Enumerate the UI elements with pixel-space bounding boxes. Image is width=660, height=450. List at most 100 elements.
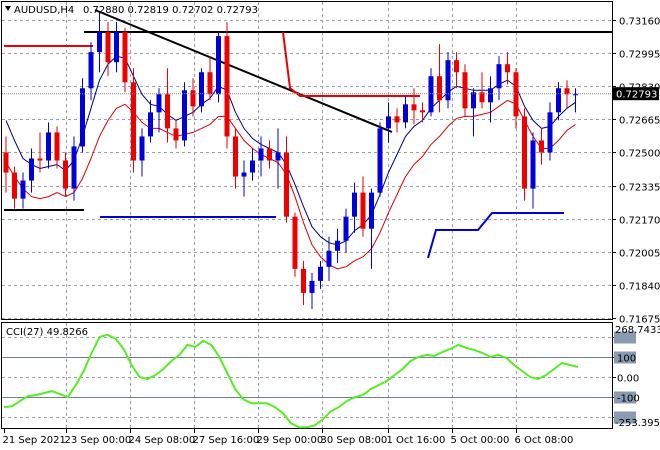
candle-body <box>386 116 391 129</box>
candle-body <box>12 172 17 199</box>
candle-body <box>292 216 298 269</box>
ma-fast-line <box>5 55 576 246</box>
candle-body <box>224 36 230 137</box>
candle-body <box>505 64 510 73</box>
candle-body <box>29 158 34 181</box>
time-tick-label: 21 Sep 2021 <box>3 435 66 446</box>
cci-header: CCI(27) 49.8266 <box>6 327 88 338</box>
ma-slow-line <box>5 99 576 270</box>
candle-body <box>394 116 400 123</box>
price-tick-label: 0.72170 <box>619 216 660 227</box>
price-tick-label: 0.72500 <box>619 149 660 160</box>
candle-body <box>20 180 26 199</box>
cci-scale-top: 268.7433 <box>615 325 660 336</box>
candle-body <box>275 152 281 161</box>
candle-body <box>352 192 357 217</box>
price-tick-label: 0.71675 <box>619 315 660 326</box>
candle-body <box>564 88 570 95</box>
time-tick-label: 27 Sep 16:00 <box>193 435 260 446</box>
cci-series <box>3 333 579 429</box>
candle-body <box>496 64 502 89</box>
candle-body <box>3 152 9 173</box>
cci-grid <box>2 323 612 428</box>
symbol-triangle-icon <box>5 6 11 11</box>
candle-body <box>539 140 544 153</box>
price-tick-label: 0.72665 <box>619 116 660 127</box>
candle-body <box>258 148 264 161</box>
price-tick-label: 0.72830 <box>619 83 660 94</box>
analysis-objects <box>4 9 612 259</box>
red-stepline <box>282 31 420 97</box>
candle-body <box>309 280 315 293</box>
candle-body <box>250 160 255 173</box>
candle-body <box>530 140 536 189</box>
candle-body <box>513 72 519 117</box>
candle-body <box>207 72 213 95</box>
candle-body <box>556 88 561 113</box>
candle-body <box>454 60 459 73</box>
cci-tick-label: 100 <box>617 354 636 365</box>
candle-body <box>488 88 493 103</box>
cci-extreme-box <box>614 411 636 424</box>
price-tick-label: 0.72005 <box>619 249 660 260</box>
candle-body <box>369 192 374 229</box>
price-pane-frame <box>1 1 613 320</box>
blue-stepline <box>427 212 564 259</box>
candle-body <box>37 158 43 161</box>
price-tick-label: 0.72995 <box>619 50 660 61</box>
candle-body <box>335 240 340 251</box>
ohlc-header: 0.72880 0.72819 0.72702 0.72793 <box>83 5 258 16</box>
candle-body <box>547 112 553 153</box>
candle-body <box>97 32 102 53</box>
cci-scale-bottom: -253.3952 <box>615 418 660 429</box>
candle-body <box>114 32 119 63</box>
price-tick-label: 0.71840 <box>619 282 660 293</box>
time-tick-label: 30 Sep 08:00 <box>321 435 388 446</box>
candle-body <box>437 76 442 101</box>
candle-body <box>131 82 136 161</box>
candle-body <box>360 192 366 229</box>
candle-body <box>411 104 417 111</box>
candle-body <box>148 112 153 137</box>
candle-body <box>326 250 332 267</box>
moving-averages <box>5 55 576 270</box>
candle-body <box>165 94 170 129</box>
candle-body <box>156 94 162 113</box>
candle-body <box>471 92 476 109</box>
candle-body <box>479 92 485 103</box>
candle-body <box>318 266 323 281</box>
time-tick-label: 1 Oct 16:00 <box>387 435 446 446</box>
candle-body <box>301 268 306 293</box>
candle-body <box>80 88 85 147</box>
candle-body <box>267 148 272 161</box>
candle-body <box>122 32 128 83</box>
candles <box>3 12 578 309</box>
candle-body <box>46 132 51 161</box>
cci-line <box>3 333 579 429</box>
candle-body <box>241 172 247 177</box>
candle-body <box>233 136 238 177</box>
last-price-label: 0.72793 <box>616 90 657 101</box>
last-price-box <box>613 87 659 101</box>
candle-body <box>522 116 527 189</box>
candle-body <box>573 94 578 96</box>
downtrend-line <box>94 9 393 133</box>
candle-body <box>403 104 408 123</box>
cci-extreme-box <box>614 331 636 344</box>
candle-body <box>182 90 187 141</box>
candle-body <box>199 72 204 107</box>
cci-tick-label: 0.00 <box>617 374 639 385</box>
price-tick-label: 0.72335 <box>619 183 660 194</box>
cci-level-box <box>614 351 636 364</box>
time-tick-label: 24 Sep 08:00 <box>129 435 196 446</box>
time-tick-label: 23 Sep 00:00 <box>65 435 132 446</box>
candle-body <box>462 72 468 109</box>
cci-tick-label: -100 <box>617 394 640 405</box>
candle-body <box>88 52 94 89</box>
cci-axis: 100 0.00 -100 <box>612 331 640 424</box>
candle-body <box>284 152 289 217</box>
candle-body <box>173 128 179 141</box>
